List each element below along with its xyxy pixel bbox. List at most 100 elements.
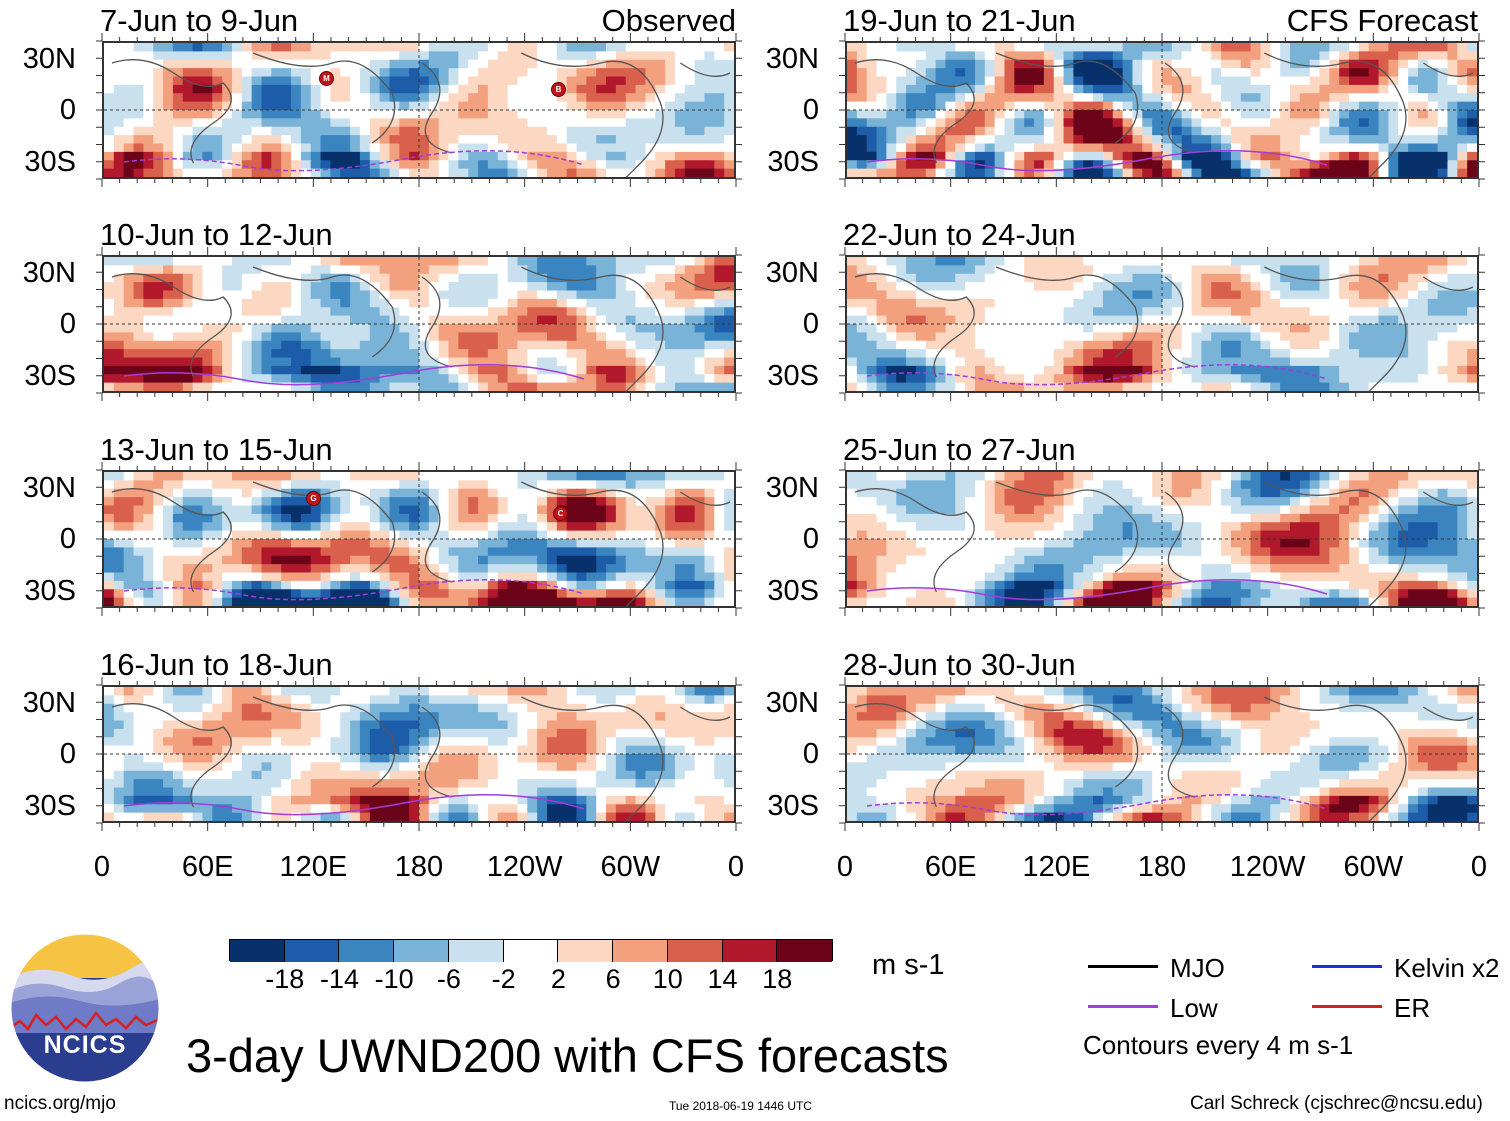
author-credit: Carl Schreck (cjschrec@ncsu.edu) [1190,1093,1483,1114]
colorbar-cell [339,940,395,962]
site-url[interactable]: ncics.org/mjo [4,1093,116,1114]
legend-label: MJO [1170,953,1225,983]
coastline [252,696,396,788]
map-plot-area [845,41,1479,179]
x-tick-label: 0 [93,851,111,883]
coastline [111,59,232,164]
y-tick-label: 0 [59,523,76,555]
contour-note: Contours every 4 m s-1 [1083,1030,1354,1060]
coastline [679,62,731,77]
axis-ticks [96,462,742,616]
map-plot-area [102,685,736,823]
y-tick-label: 30S [24,575,76,607]
colorbar-tick-label: 10 [652,964,683,994]
low-contour [866,364,1328,386]
colorbar-tick-label: 2 [550,964,566,994]
coastline [111,703,232,808]
legend-swatch [1312,1005,1382,1008]
x-tick-label: 60W [1343,851,1404,883]
colorbar-cell [777,940,832,962]
coastline [421,276,452,368]
colorbar-cell [230,940,285,962]
coastline [1164,491,1195,583]
coastline [521,481,664,606]
panel-title: 22-Jun to 24-Jun [843,217,1076,252]
uwnd-field [104,687,734,821]
x-tick-label: 180 [394,851,444,883]
uwnd-field [104,257,734,391]
coastline [1264,481,1407,606]
axis-ticks [839,247,1485,401]
observed-label: Observed [601,3,736,38]
low-contour [123,364,585,386]
y-tick-label: 30S [767,360,819,392]
y-tick-label: 0 [802,94,819,126]
coastline [1264,696,1407,821]
coastline [679,491,731,506]
map-plot-area [102,255,736,393]
x-tick-label: 120W [1229,851,1306,883]
colorbar-tick-label: -6 [436,964,461,994]
coastline [995,696,1139,788]
coastline [995,266,1139,358]
panel-title: 13-Jun to 15-Jun [100,432,333,467]
axis-ticks [839,33,1485,187]
colorbar-tick-label: -18 [265,964,305,994]
y-tick-label: 0 [59,94,76,126]
coastline [1164,706,1195,798]
legend-swatch [1088,965,1158,968]
coastline [1422,491,1474,506]
coastline [111,273,232,378]
y-tick-label: 30S [767,575,819,607]
coastline [854,488,975,593]
y-tick-label: 0 [802,308,819,340]
x-tick-label: 120E [1022,851,1091,883]
legend-label: Low [1170,993,1218,1023]
map-panel [96,677,742,831]
uwnd-field [847,43,1477,177]
legend-label: ER [1394,993,1431,1023]
colorbar-tick-label: -14 [319,964,359,994]
map-plot-area [102,41,736,179]
coastline [252,266,396,358]
map-panel [839,462,1485,616]
colorbar-cell [448,940,504,962]
coastline [252,52,396,144]
coastline [252,481,396,573]
coastline [421,706,452,798]
panel-title: 10-Jun to 12-Jun [100,217,333,252]
coastline [1422,276,1474,291]
y-tick-label: 30N [765,43,819,75]
colorbar-tick-label: 6 [605,964,621,994]
colorbar-tick-label: 18 [762,964,793,994]
coastline [995,481,1139,573]
logo-text: NCICS [43,1031,127,1059]
coastline [521,52,664,177]
colorbar-cell [558,940,614,962]
x-tick-label: 0 [727,851,745,883]
coastline [1422,62,1474,77]
map-panel [96,462,742,616]
low-contour [866,579,1328,601]
axis-ticks [839,462,1485,616]
x-tick-label: 60E [181,851,234,883]
map-panel [839,247,1485,401]
uwnd-field [847,257,1477,391]
uwnd-field [847,472,1477,606]
map-panel [96,33,742,187]
colorbar-tick-label: -10 [374,964,414,994]
coastline [854,703,975,808]
coastline [421,62,452,154]
y-tick-label: 30S [24,790,76,822]
x-tick-label: 180 [1137,851,1187,883]
map-plot-area [845,470,1479,608]
x-tick-label: 0 [1470,851,1488,883]
panel-title: 7-Jun to 9-Jun [100,3,299,38]
colorbar-cell [503,940,559,962]
map-panel [839,33,1485,187]
ncics-logo: NCICS [10,933,160,1083]
y-tick-label: 30S [24,360,76,392]
low-contour [123,150,585,172]
y-tick-label: 30N [22,687,76,719]
low-contour [123,579,585,601]
